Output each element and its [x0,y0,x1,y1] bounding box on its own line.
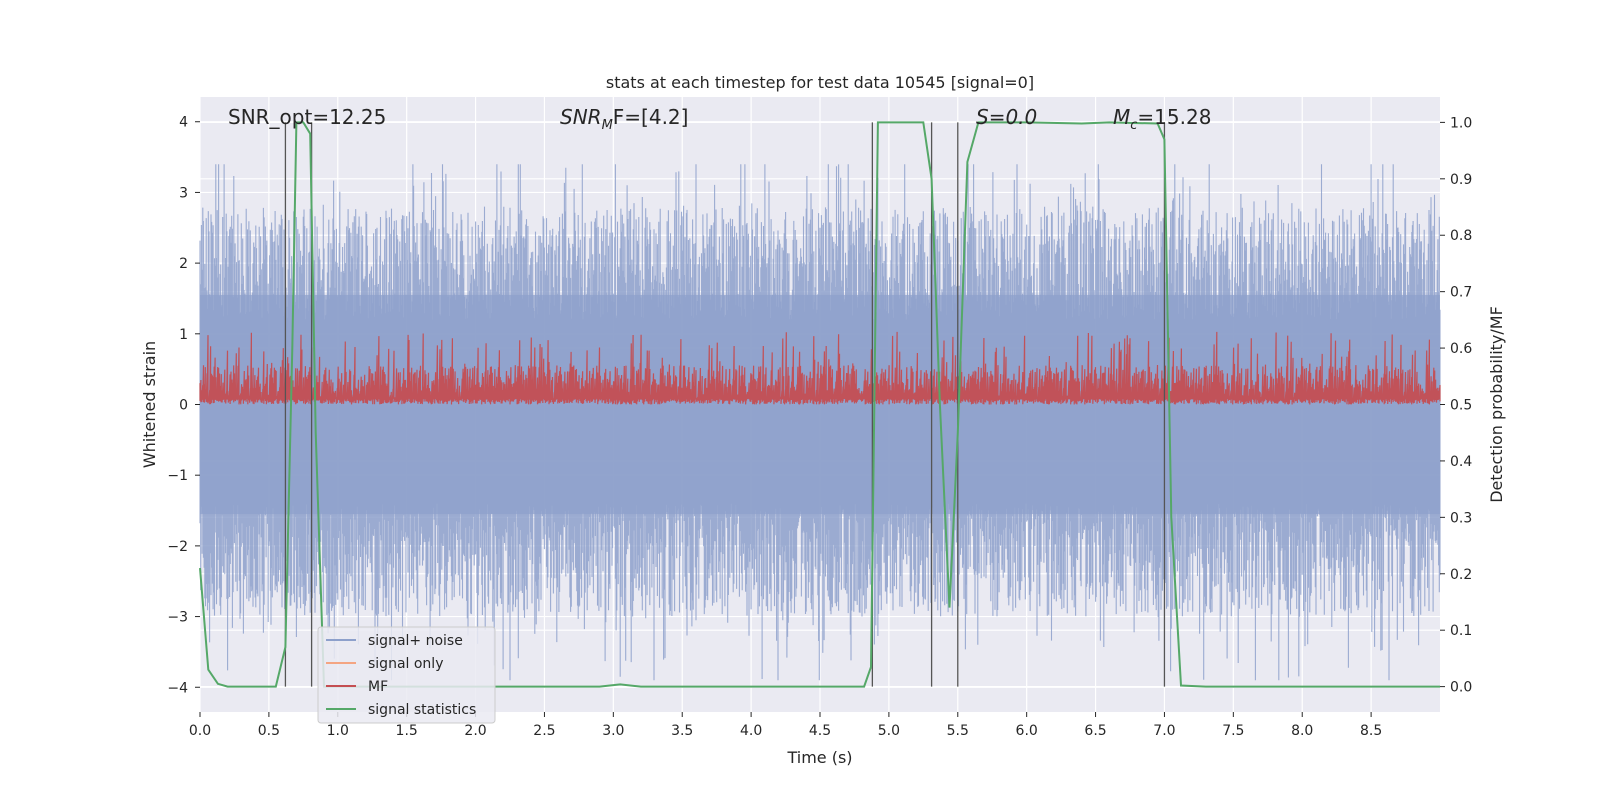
y-right-axis-ticks: 0.0 0.1 0.2 0.3 0.4 0.5 0.6 0.7 0.8 0.9 1.0 [1440,115,1472,696]
chart-title: stats at each timestep for test data 105… [606,73,1034,92]
annotation: SNR_opt=12.25 [228,105,386,129]
y-right-tick-label: 1.0 [1450,115,1472,131]
y-left-axis-ticks: −4 −3 −2 −1 0 1 2 3 4 [167,115,200,696]
x-tick-label: 4.0 [740,723,762,739]
annotation: SNRMF=[4.2] [560,105,688,133]
y-right-tick-label: 0.5 [1450,398,1472,414]
y-right-tick-label: 0.1 [1450,623,1472,639]
x-tick-label: 3.5 [671,723,693,739]
noise-band [200,294,1440,515]
x-tick-label: 7.0 [1153,723,1175,739]
y-right-tick-label: 0.8 [1450,228,1472,244]
x-tick-label: 1.0 [327,723,349,739]
y-left-tick-label: −4 [167,680,188,696]
x-tick-label: 2.0 [464,723,486,739]
y-left-axis-label: Whitened strain [140,341,159,468]
annotation-main: S=0.0 [976,105,1037,129]
legend: signal+ noise signal only MF signal statist… [317,626,496,724]
x-tick-label: 5.0 [878,723,900,739]
x-tick-label: 8.5 [1360,723,1382,739]
y-left-tick-label: 1 [179,327,188,343]
y-left-tick-label: 4 [179,115,188,131]
series-signal-noise [199,164,1441,681]
annotation-main: SNR [560,105,602,129]
x-axis-ticks: 0.0 0.5 1.0 1.5 2.0 2.5 3.0 3.5 4.0 4.5 5.0 5.5 6.0 6… [189,712,1382,739]
signal-statistics-line [199,121,1440,688]
y-left-tick-label: −2 [167,539,188,555]
annotation-sub: c [1130,118,1137,133]
legend-label: signal+ noise [368,633,463,649]
y-right-axis-label: Detection probability/MF [1487,306,1506,503]
x-tick-label: 6.0 [1016,723,1038,739]
legend-box [317,626,496,724]
x-tick-label: 5.5 [947,723,969,739]
x-tick-label: 8.0 [1291,723,1313,739]
annotation-suffix: F=[4.2] [613,105,689,129]
y-left-tick-label: −3 [167,610,188,626]
x-tick-label: 0.5 [258,723,280,739]
annotation: Mc=15.28 [1113,105,1211,133]
x-tick-label: 0.0 [189,723,211,739]
x-tick-label: 7.5 [1222,723,1244,739]
y-right-tick-label: 0.0 [1450,680,1472,696]
y-left-tick-label: 2 [179,256,188,272]
annotation-suffix: =15.28 [1137,105,1211,129]
x-axis-label: Time (s) [786,748,852,767]
y-left-tick-label: 3 [179,185,188,201]
x-tick-label: 3.0 [602,723,624,739]
x-tick-label: 1.5 [396,723,418,739]
series-signal-statistics [199,121,1440,688]
annotation: S=0.0 [976,105,1037,129]
y-right-tick-label: 0.3 [1450,510,1472,526]
y-right-tick-label: 0.7 [1450,285,1472,301]
x-tick-label: 6.5 [1084,723,1106,739]
y-right-tick-label: 0.2 [1450,567,1472,583]
annotation-sub: M [602,118,613,133]
annotations: SNR_opt=12.25 SNRMF=[4.2] S=0.0 Mc=15.28 [228,105,1211,133]
y-right-tick-label: 0.4 [1450,454,1472,470]
y-right-tick-label: 0.6 [1450,341,1472,357]
annotation-main: SNR_opt=12.25 [228,105,386,129]
y-left-tick-label: −1 [167,468,188,484]
x-tick-label: 4.5 [809,723,831,739]
series-mf [199,331,1441,405]
x-tick-label: 2.5 [533,723,555,739]
y-right-tick-label: 0.9 [1450,172,1472,188]
y-left-tick-label: 0 [179,398,188,414]
annotation-main: M [1113,105,1130,129]
legend-label: signal statistics [368,702,476,718]
mf-trace [199,331,1441,405]
legend-label: signal only [368,656,443,672]
legend-label: MF [368,679,388,695]
